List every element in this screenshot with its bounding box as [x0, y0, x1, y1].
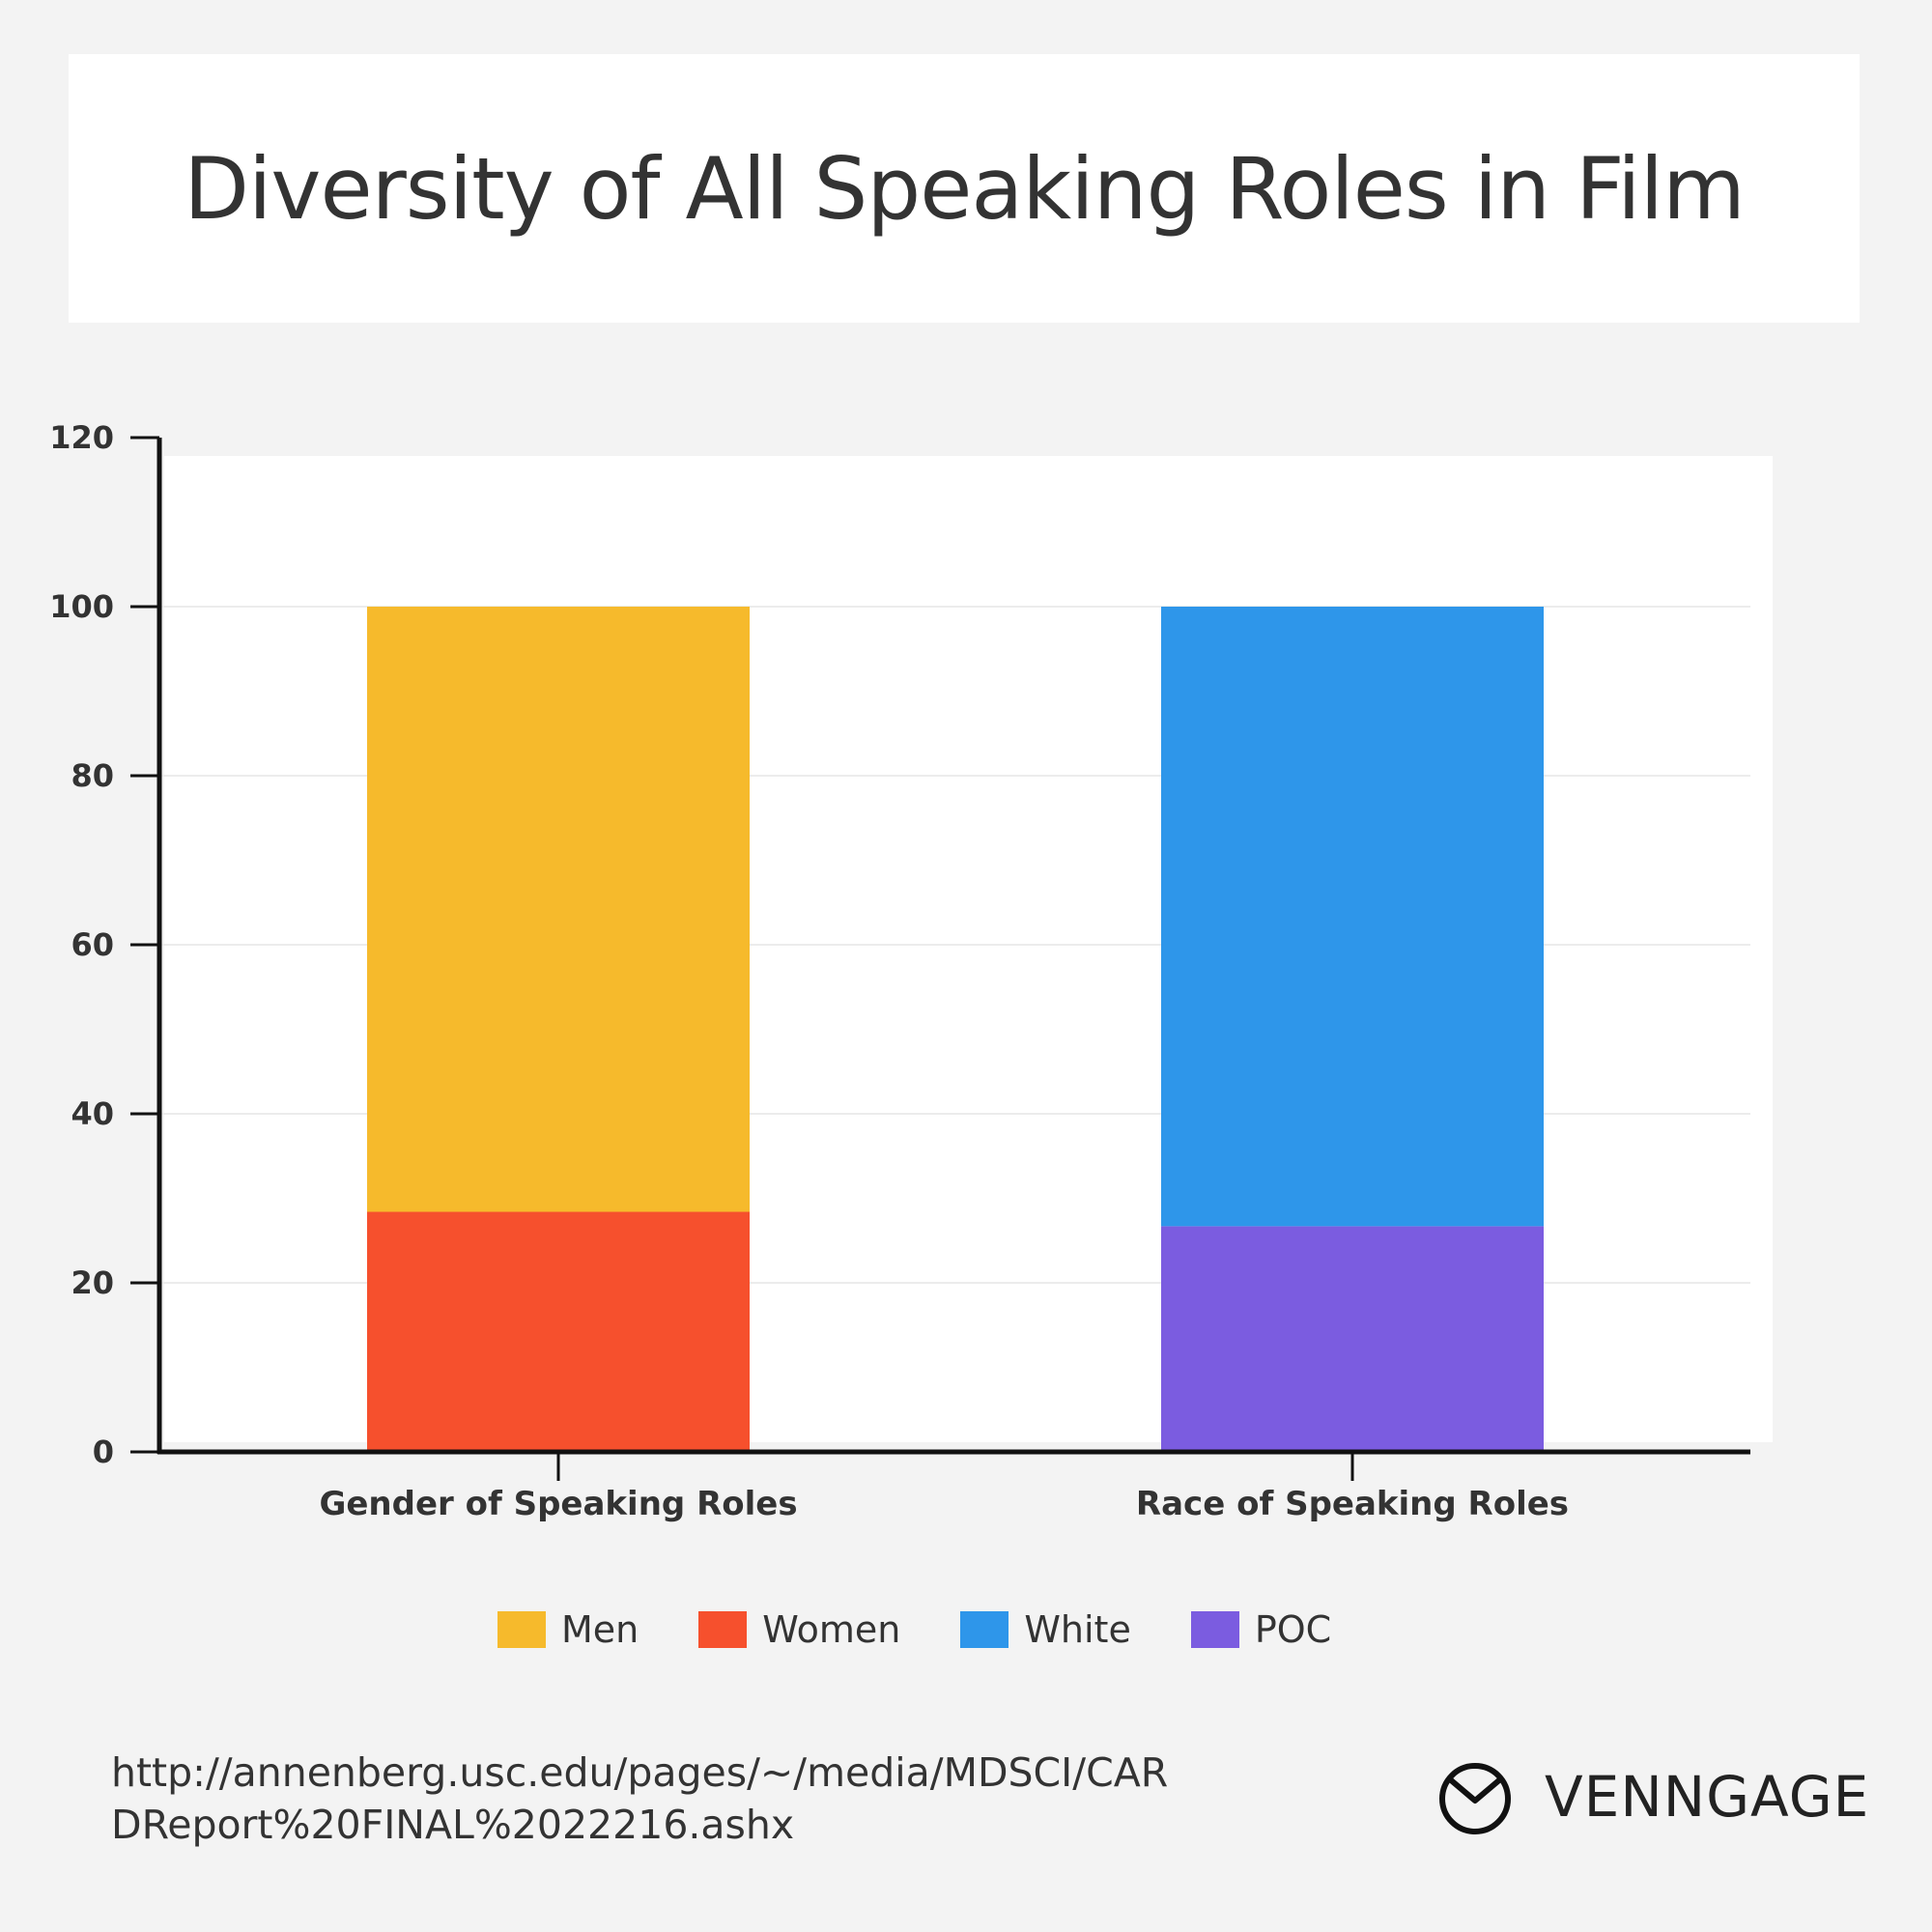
bar-women: [367, 1211, 750, 1452]
legend-swatch: [1190, 1611, 1239, 1648]
bar-white: [1161, 607, 1544, 1227]
legend-label: Women: [762, 1608, 901, 1651]
legend-label: Men: [561, 1608, 639, 1651]
source-citation: http://annenberg.usc.edu/pages/~/media/M…: [111, 1749, 1169, 1848]
y-tick-label: 40: [71, 1095, 114, 1132]
legend-swatch: [497, 1611, 546, 1648]
legend-label: White: [1024, 1608, 1131, 1651]
legend-item-white: White: [960, 1608, 1131, 1651]
bar-men: [367, 607, 750, 1212]
bar-poc: [1161, 1226, 1544, 1452]
venngage-logo-icon: [1439, 1763, 1511, 1834]
chart-legend: Men Women White POC: [497, 1605, 1331, 1654]
legend-item-poc: POC: [1190, 1608, 1332, 1651]
title-panel: Diversity of All Speaking Roles in Film: [69, 54, 1860, 323]
legend-swatch: [960, 1611, 1009, 1648]
y-tick-label: 60: [71, 926, 114, 963]
y-tick-label: 80: [71, 757, 114, 794]
y-tick-label: 0: [93, 1434, 114, 1470]
legend-label: POC: [1254, 1608, 1332, 1651]
y-tick-label: 20: [71, 1264, 114, 1301]
brand-logo: VENNGAGE: [1436, 1753, 1869, 1840]
y-tick-label: 100: [49, 588, 114, 625]
x-category-label: Race of Speaking Roles: [1136, 1485, 1569, 1523]
legend-item-men: Men: [497, 1608, 639, 1651]
legend-swatch: [698, 1611, 748, 1648]
y-tick-label: 120: [49, 419, 114, 456]
chart-title: Diversity of All Speaking Roles in Film: [184, 138, 1746, 239]
x-category-label: Gender of Speaking Roles: [319, 1485, 797, 1523]
legend-item-women: Women: [698, 1608, 900, 1651]
brand-name: VENNGAGE: [1545, 1764, 1870, 1830]
